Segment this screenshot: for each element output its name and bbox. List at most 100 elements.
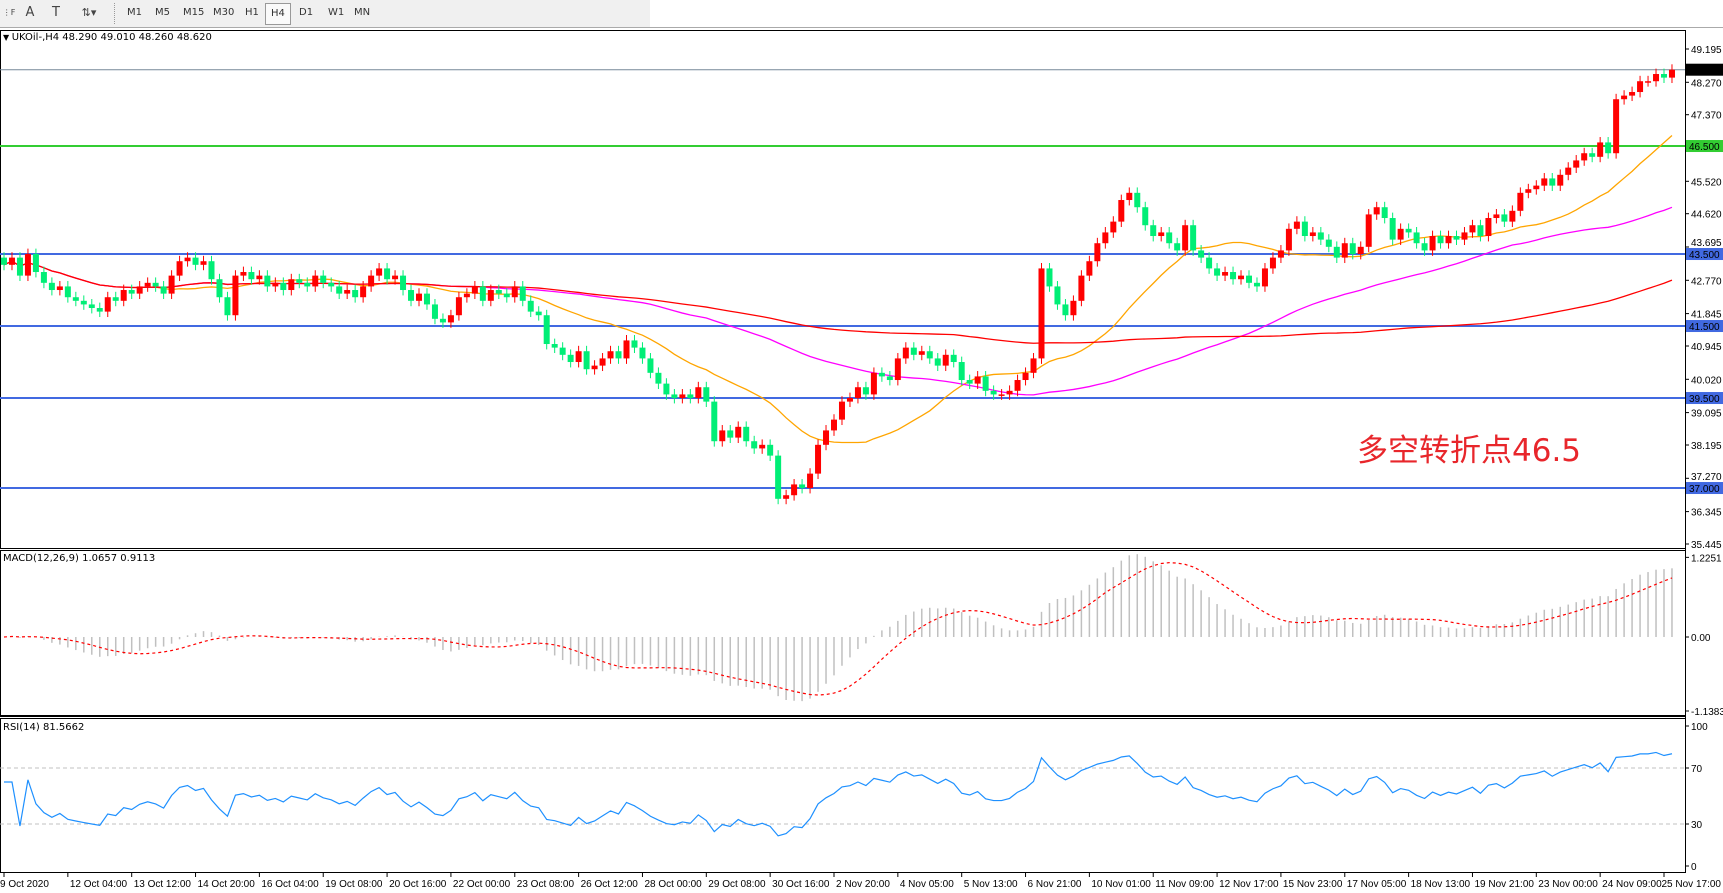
macd-tick-label: 1.2251 (1691, 553, 1722, 564)
candle (1309, 227, 1316, 242)
level-tag-bg (1686, 248, 1723, 261)
candle-body (1333, 246, 1340, 258)
candle-body (1629, 92, 1636, 96)
chart-title: ▼ UKOil-,H4 48.290 49.010 48.260 48.620 (3, 32, 212, 43)
candle (64, 281, 71, 303)
candle (910, 342, 917, 361)
candle-body (838, 401, 845, 420)
candle-body (72, 297, 79, 301)
candle (1661, 68, 1667, 84)
timeframe-h4[interactable]: H4 (265, 3, 291, 25)
candle-body (280, 282, 287, 291)
candle (1349, 237, 1356, 260)
candle-body (1206, 257, 1213, 269)
candle-body (336, 286, 343, 294)
candle (1325, 234, 1332, 253)
timeframe-mn[interactable]: MN (354, 7, 371, 18)
candle (950, 349, 957, 368)
macd-tick-label: -1.1383 (1691, 707, 1723, 718)
candle-body (583, 351, 590, 370)
candle (471, 281, 478, 300)
candle-body (759, 444, 766, 449)
candle-body (416, 293, 422, 301)
level-tag: 39.500 (1689, 394, 1720, 405)
candle (1341, 237, 1348, 264)
candle (551, 338, 558, 354)
candle-body (1613, 99, 1620, 154)
candle-body (1341, 243, 1348, 258)
candle-body (312, 275, 319, 287)
candle-body (1357, 246, 1364, 255)
candle-body (831, 419, 837, 431)
time-tick-label: 2 Nov 20:00 (836, 879, 890, 890)
candle-body (376, 268, 383, 276)
time-tick-label: 26 Oct 12:00 (581, 879, 639, 890)
timeframe-m1[interactable]: M1 (127, 7, 142, 18)
candle-body (24, 254, 31, 276)
level-tag: 41.500 (1689, 322, 1720, 333)
timeframe-d1[interactable]: D1 (299, 7, 314, 18)
rsi-tick-label: 100 (1691, 722, 1708, 733)
candle-body (144, 282, 151, 287)
collapse-triangle-icon[interactable]: ▼ (3, 33, 12, 42)
timeframe-m30[interactable]: M30 (213, 7, 235, 18)
candle (1142, 201, 1149, 231)
candle-body (240, 272, 247, 276)
candle (1557, 169, 1564, 192)
candle-body (1668, 69, 1675, 78)
candle-body (783, 495, 790, 499)
candle (791, 479, 798, 501)
candle (838, 396, 845, 426)
timeframe-w1[interactable]: W1 (328, 7, 345, 18)
candle-body (96, 308, 103, 312)
candle (1222, 266, 1229, 282)
candle (815, 439, 822, 480)
text-box-icon[interactable]: T (52, 5, 60, 20)
candle (1134, 187, 1141, 213)
candle (1525, 183, 1532, 199)
candle-body (607, 351, 614, 359)
candle-body (687, 394, 694, 399)
candle (1301, 216, 1308, 242)
candle (807, 468, 814, 494)
candle-body (1541, 178, 1548, 186)
arrows-icon[interactable]: ⇅▾ (81, 6, 97, 19)
candle (208, 255, 215, 285)
candle-body (1365, 214, 1372, 247)
candle (966, 374, 973, 390)
candle (312, 270, 319, 292)
candle (623, 335, 630, 364)
candle-body (168, 275, 175, 294)
grid-f-icon[interactable]: ⋮F (2, 8, 16, 17)
candle-body (1525, 189, 1532, 193)
candle (942, 349, 949, 372)
candle (408, 284, 415, 307)
candle-body (1094, 243, 1101, 262)
candle (1485, 212, 1492, 242)
candle (1214, 263, 1221, 282)
price-tick-label: 45.520 (1691, 177, 1722, 188)
timeframe-h1[interactable]: H1 (245, 7, 259, 18)
time-tick-label: 22 Oct 00:00 (453, 879, 511, 890)
candle (1126, 187, 1133, 206)
candle (1541, 173, 1548, 192)
candle (296, 273, 303, 289)
rsi-tick-label: 30 (1691, 820, 1703, 831)
candle-body (551, 344, 558, 348)
timeframe-m15[interactable]: M15 (183, 7, 205, 18)
level-tag-bg (1686, 320, 1723, 333)
current-price-tag-bg (1686, 63, 1723, 76)
price-tick-label: 35.445 (1691, 540, 1722, 551)
candle-body (926, 351, 933, 359)
candle-body (1589, 153, 1596, 157)
candle-body (870, 372, 877, 395)
candle (1110, 216, 1117, 238)
candle (48, 277, 55, 296)
timeframe-m5[interactable]: M5 (155, 7, 170, 18)
candle-body (184, 257, 191, 262)
candle (384, 263, 391, 285)
rsi-tick-label: 70 (1691, 764, 1703, 775)
candle-body (40, 272, 47, 283)
text-a-icon[interactable]: A (25, 5, 35, 20)
